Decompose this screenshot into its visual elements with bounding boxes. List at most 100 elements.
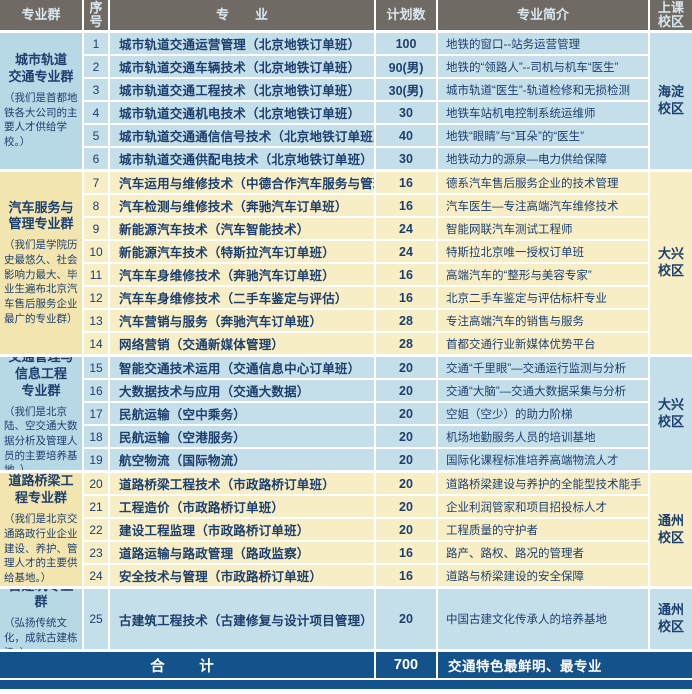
row-no: 1 <box>84 33 108 54</box>
header-cell-plan: 计划数 <box>376 0 436 30</box>
row-plan: 16 <box>376 172 436 193</box>
row-plan: 16 <box>376 195 436 216</box>
row-intro: 交通“大脑”—交通大数据采集与分析 <box>438 380 648 401</box>
row-no: 13 <box>84 310 108 331</box>
row-intro: 智能网联汽车测试工程师 <box>438 218 648 239</box>
table-footer-row: 合 计 700 交通特色最鲜明、最专业 <box>0 652 692 678</box>
table-header-row: 专业群 序 号 专 业 计划数 专业简介 上课 校区 <box>0 0 692 30</box>
row-no: 9 <box>84 218 108 239</box>
row-no: 2 <box>84 56 108 77</box>
row-no: 18 <box>84 426 108 447</box>
row-major: 古建筑工程技术（古建修复与设计项目管理） <box>110 589 374 649</box>
row-plan: 16 <box>376 264 436 285</box>
row-major: 汽车检测与维修技术（奔驰汽车订单班） <box>110 195 374 216</box>
group-name: 城市轨道 交通专业群 <box>8 52 74 85</box>
row-intro: 企业利润管家和项目招投标人才 <box>438 496 648 517</box>
row-no: 8 <box>84 195 108 216</box>
row-intro: 专注高端汽车的销售与服务 <box>438 310 648 331</box>
row-major: 工程造价（市政路桥订单班） <box>110 496 374 517</box>
group-desc: （我们是首都地铁各大公司的主要人才供给学校。） <box>4 92 78 149</box>
row-plan: 20 <box>376 473 436 494</box>
row-no: 12 <box>84 287 108 308</box>
row-major: 道路运输与路政管理（路政监察） <box>110 542 374 563</box>
row-no: 3 <box>84 79 108 100</box>
row-intro: 汽车医生—专注高端汽车维修技术 <box>438 195 648 216</box>
row-plan: 20 <box>376 496 436 517</box>
row-major: 民航运输（空港服务） <box>110 426 374 447</box>
row-plan: 100 <box>376 33 436 54</box>
row-major: 城市轨道交通运营管理（北京地铁订单班） <box>110 33 374 54</box>
footer-note: 交通特色最鲜明、最专业 <box>438 652 692 678</box>
row-major: 城市轨道交通供配电技术（北京地铁订单班） <box>110 148 374 169</box>
row-intro: 地铁动力的源泉—电力供给保障 <box>438 148 648 169</box>
row-plan: 28 <box>376 333 436 354</box>
row-major: 城市轨道交通工程技术（北京地铁订单班） <box>110 79 374 100</box>
header-cell-group: 专业群 <box>0 0 82 30</box>
row-intro: 路产、路权、路况的管理者 <box>438 542 648 563</box>
header-cell-campus: 上课 校区 <box>650 0 692 30</box>
row-no: 24 <box>84 565 108 586</box>
row-no: 22 <box>84 519 108 540</box>
group-name: 汽车服务与 管理专业群 <box>8 199 74 232</box>
row-intro: 城市轨道“医生”-轨道检修和无损检测 <box>438 79 648 100</box>
row-no: 6 <box>84 148 108 169</box>
row-intro: 空姐（空少）的助力阶梯 <box>438 403 648 424</box>
row-major: 网络营销（交通新媒体管理） <box>110 333 374 354</box>
row-intro: 道路桥梁建设与养护的全能型技术能手 <box>438 473 648 494</box>
row-plan: 20 <box>376 449 436 470</box>
row-major: 智能交通技术运用（交通信息中心订单班） <box>110 357 374 378</box>
campus-cell: 通州 校区 <box>650 589 692 649</box>
row-no: 4 <box>84 102 108 123</box>
campus-cell: 通州 校区 <box>650 473 692 586</box>
row-major: 建设工程监理（市政路桥订单班） <box>110 519 374 540</box>
row-plan: 20 <box>376 426 436 447</box>
row-major: 城市轨道交通机电技术（北京地铁订单班） <box>110 102 374 123</box>
row-no: 23 <box>84 542 108 563</box>
row-plan: 90(男) <box>376 56 436 77</box>
row-intro: 地铁车站机电控制系统运维师 <box>438 102 648 123</box>
row-intro: 地铁的窗口--站务运营管理 <box>438 33 648 54</box>
campus-cell: 大兴 校区 <box>650 357 692 470</box>
group-desc: （弘扬传统文化，成就古建栋梁。） <box>4 617 78 649</box>
row-plan: 40 <box>376 125 436 146</box>
row-intro: 工程质量的守护者 <box>438 519 648 540</box>
row-no: 15 <box>84 357 108 378</box>
row-plan: 20 <box>376 589 436 649</box>
major-group-section: 汽车服务与 管理专业群 （我们是学院历史最悠久、社会影响力最大、毕业生遍布北京汽… <box>0 172 692 354</box>
group-desc: （我们是北京陆、空交通大数据分析及管理人员的主要培养基地。） <box>4 405 78 470</box>
row-no: 7 <box>84 172 108 193</box>
row-plan: 16 <box>376 287 436 308</box>
row-plan: 20 <box>376 403 436 424</box>
row-major: 城市轨道交通通信信号技术（北京地铁订单班） <box>110 125 374 146</box>
row-major: 安全技术与管理（市政路桥订单班） <box>110 565 374 586</box>
row-intro: 地铁“眼睛”与“耳朵”的“医生” <box>438 125 648 146</box>
header-cell-no: 序 号 <box>84 0 108 30</box>
row-intro: 高端汽车的“整形与美容专家” <box>438 264 648 285</box>
row-no: 5 <box>84 125 108 146</box>
row-no: 11 <box>84 264 108 285</box>
campus-cell: 海淀 校区 <box>650 33 692 169</box>
row-intro: 首都交通行业新媒体优势平台 <box>438 333 648 354</box>
footer-total-label: 合 计 <box>0 652 374 678</box>
major-group-section: 交通管理与 信息工程 专业群 （我们是北京陆、空交通大数据分析及管理人员的主要培… <box>0 357 692 470</box>
row-intro: 机场地勤服务人员的培训基地 <box>438 426 648 447</box>
row-plan: 30(男) <box>376 79 436 100</box>
row-major: 汽车运用与维修技术（中德合作汽车服务与管理） <box>110 172 374 193</box>
header-cell-major: 专 业 <box>110 0 374 30</box>
row-no: 17 <box>84 403 108 424</box>
row-intro: 交通“千里眼”—交通运行监测与分析 <box>438 357 648 378</box>
row-intro: 道路与桥梁建设的安全保障 <box>438 565 648 586</box>
table-body: 城市轨道 交通专业群 （我们是首都地铁各大公司的主要人才供给学校。） 海淀 校区… <box>0 33 692 649</box>
row-no: 25 <box>84 589 108 649</box>
bottom-bar <box>0 680 692 689</box>
row-plan: 16 <box>376 565 436 586</box>
group-name: 道路桥梁工 程专业群 <box>8 473 74 506</box>
row-plan: 30 <box>376 102 436 123</box>
row-major: 道路桥梁工程技术（市政路桥订单班） <box>110 473 374 494</box>
footer-total-value: 700 <box>376 652 436 678</box>
group-desc: （我们是学院历史最悠久、社会影响力最大、毕业生遍布北京汽车售后服务企业最广的专业… <box>4 239 78 325</box>
header-cell-intro: 专业简介 <box>438 0 648 30</box>
row-intro: 地铁的“领路人”--司机与机车“医生” <box>438 56 648 77</box>
row-no: 10 <box>84 241 108 262</box>
